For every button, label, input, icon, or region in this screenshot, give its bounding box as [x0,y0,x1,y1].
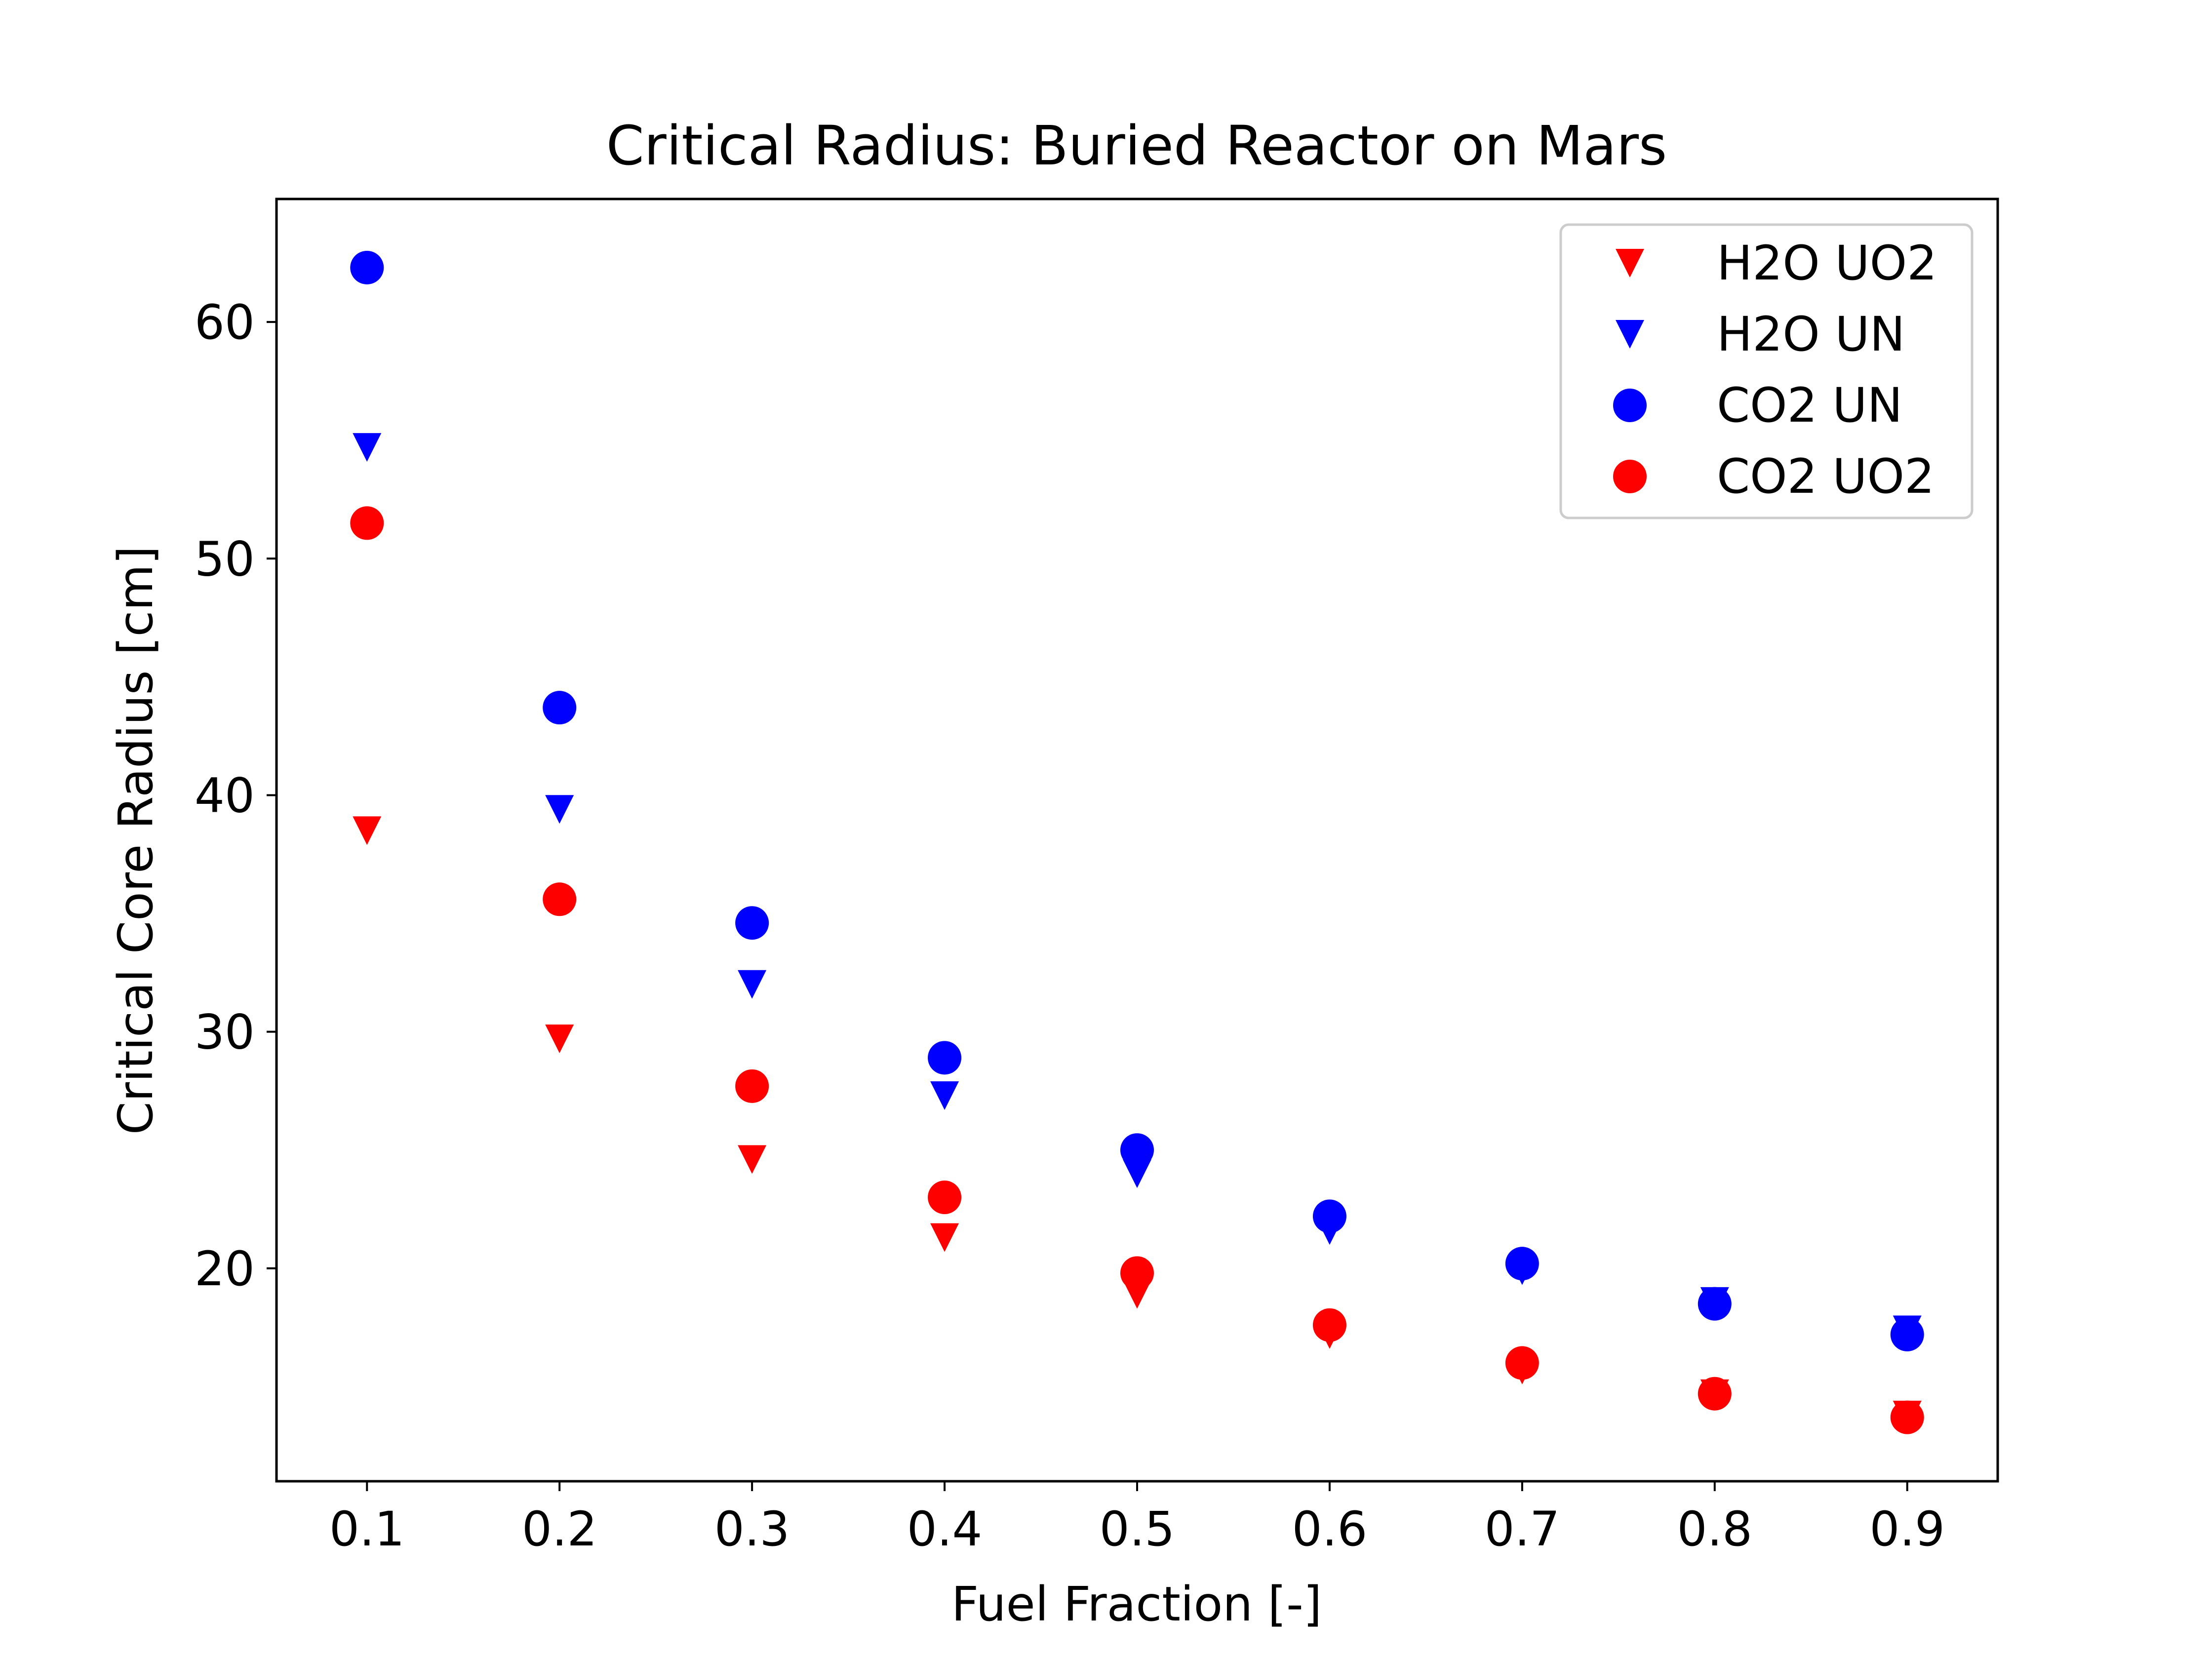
legend-marker-h2o-uo2 [1616,249,1644,277]
data-point-co2-uo2 [1120,1256,1154,1290]
data-point-h2o-uo2 [930,1223,959,1252]
data-point-co2-un [1890,1317,1924,1351]
axis-ticks: 0.1 0.2 0.3 0.4 0.5 0.6 0.7 0.8 0.9 20 30 40 50 60 [195,295,1945,1557]
y-tick-label: 20 [195,1241,255,1297]
data-point-co2-uo2 [1505,1346,1539,1380]
x-tick-label: 0.7 [1485,1501,1560,1557]
data-point-h2o-uo2 [545,1024,574,1053]
data-point-h2o-un [1123,1159,1151,1188]
x-tick-label: 0.9 [1869,1501,1945,1557]
legend-label-h2o-un: H2O UN [1717,307,1905,362]
data-point-h2o-un [930,1081,959,1110]
legend-marker-co2-uo2 [1613,460,1647,493]
x-tick-label: 0.6 [1292,1501,1368,1557]
chart-title: Critical Radius: Buried Reactor on Mars [606,114,1667,177]
data-point-h2o-un [738,970,767,999]
x-tick-label: 0.8 [1677,1501,1752,1557]
y-tick-label: 30 [195,1005,255,1060]
data-point-h2o-un [545,795,574,824]
legend-label-co2-uo2: CO2 UO2 [1717,449,1935,504]
data-point-co2-uo2 [543,882,577,916]
data-point-co2-uo2 [1312,1308,1346,1342]
x-tick-label: 0.2 [522,1501,597,1557]
data-point-co2-un [928,1041,962,1075]
data-point-co2-uo2 [1698,1377,1732,1411]
x-tick-label: 0.5 [1100,1501,1175,1557]
data-point-co2-uo2 [735,1069,769,1103]
data-point-co2-un [1505,1247,1539,1281]
data-point-co2-un [350,250,384,284]
data-point-co2-un [1120,1133,1154,1167]
x-tick-label: 0.3 [714,1501,790,1557]
data-point-co2-uo2 [928,1181,962,1215]
data-point-co2-un [735,906,769,940]
legend: H2O UO2 H2O UN CO2 UN CO2 UO2 [1559,223,1974,519]
y-axis-label: Critical Core Radius [cm] [108,546,163,1135]
data-point-h2o-uo2 [353,816,382,845]
x-tick-label: 0.4 [907,1501,983,1557]
data-point-co2-un [543,691,577,725]
legend-box [1559,223,1974,519]
plot-frame [275,198,1999,1483]
y-tick-label: 60 [195,295,255,350]
data-point-co2-uo2 [350,506,384,540]
y-tick-label: 50 [195,531,255,587]
x-tick-label: 0.1 [329,1501,405,1557]
y-tick-label: 40 [195,768,255,823]
x-axis-label: Fuel Fraction [-] [951,1577,1322,1632]
legend-label-h2o-uo2: H2O UO2 [1717,236,1937,291]
data-point-co2-uo2 [1890,1400,1924,1434]
legend-markers [1613,249,1647,493]
legend-label-co2-un: CO2 UN [1717,378,1902,433]
legend-marker-co2-un [1613,389,1647,422]
data-point-co2-un [1312,1199,1346,1233]
data-point-co2-un [1698,1287,1732,1321]
data-point-h2o-un [353,433,382,462]
legend-marker-h2o-un [1616,320,1644,349]
plot-points [350,250,1924,1434]
data-point-h2o-uo2 [738,1145,767,1174]
